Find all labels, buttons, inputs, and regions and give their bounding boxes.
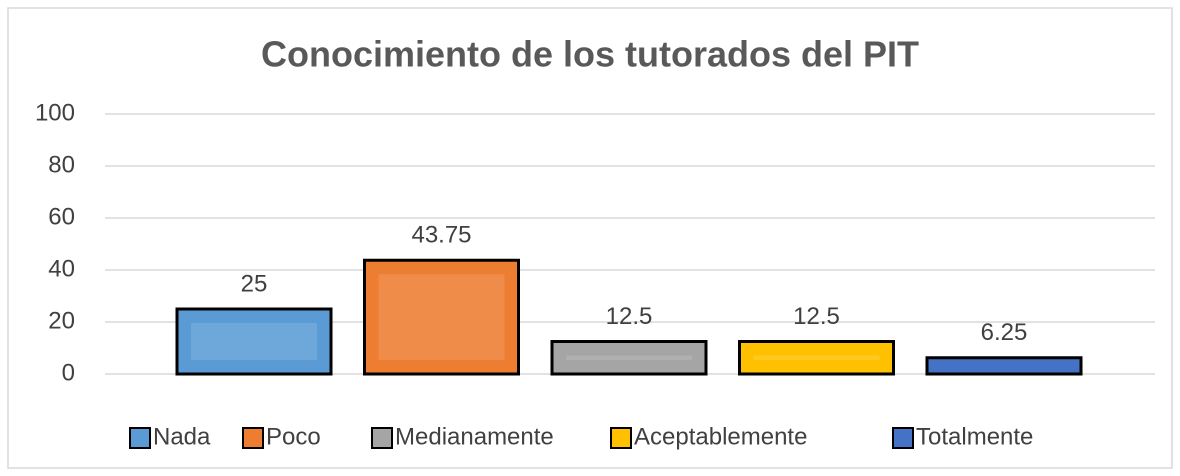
y-tick-label: 0 [62, 359, 75, 386]
legend-label: Nada [153, 423, 211, 450]
value-label: 12.5 [793, 303, 840, 330]
legend-label: Aceptablemente [634, 423, 807, 450]
bar-highlight [566, 355, 692, 360]
legend-swatch [129, 427, 151, 449]
bar [925, 356, 1083, 376]
value-label: 6.25 [981, 319, 1028, 346]
y-tick-label: 100 [35, 99, 75, 126]
legend-swatch [371, 427, 393, 449]
legend-swatch [610, 427, 632, 449]
chart-frame [7, 7, 1173, 469]
legend-label: Totalmente [916, 423, 1033, 450]
bar [738, 340, 895, 376]
bar [363, 258, 520, 376]
value-label: 25 [241, 270, 268, 297]
value-label: 12.5 [606, 303, 653, 330]
bar-highlight [191, 323, 317, 360]
y-tick-label: 80 [48, 151, 75, 178]
y-tick-label: 40 [48, 255, 75, 282]
bar-highlight [378, 274, 505, 360]
bar [550, 340, 708, 376]
y-tick-label: 20 [48, 307, 75, 334]
legend-swatch [242, 427, 264, 449]
y-tick-label: 60 [48, 203, 75, 230]
bar [175, 307, 333, 376]
bar-highlight [753, 355, 880, 360]
legend-label: Medianamente [395, 423, 554, 450]
legend-label: Poco [266, 423, 321, 450]
value-label: 43.75 [411, 222, 471, 249]
legend-swatch [892, 427, 914, 449]
chart-title: Conocimiento de los tutorados del PIT [261, 34, 919, 75]
